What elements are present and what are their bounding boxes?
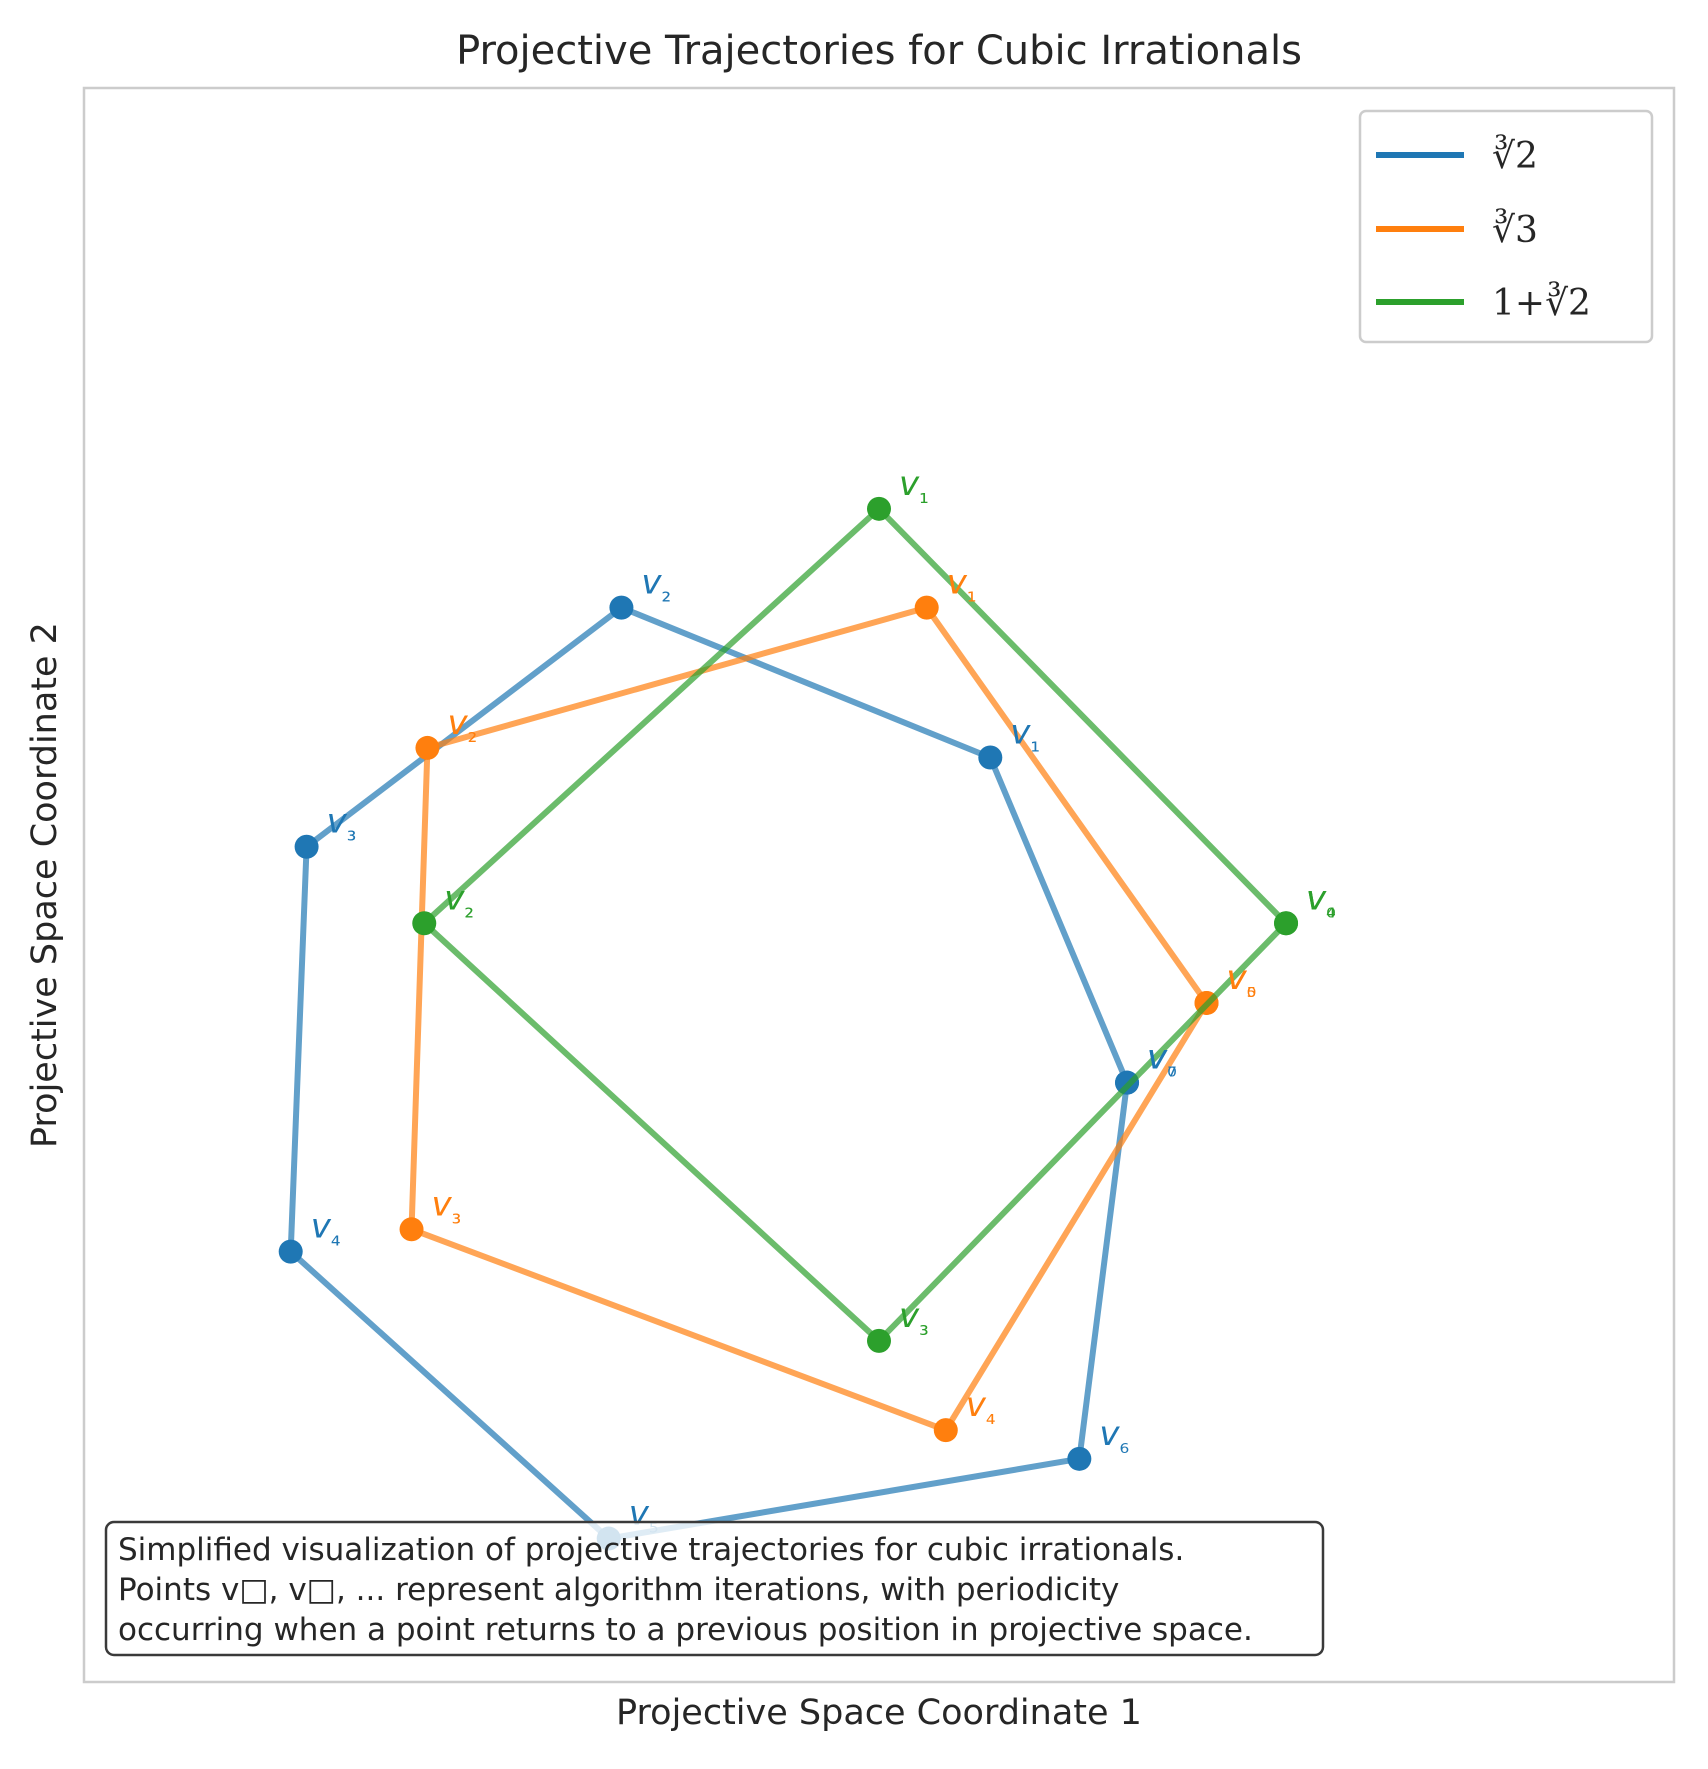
data-point-cbrt2-2 [609, 595, 634, 620]
point-label-cbrt2-7: v₇ [1147, 1038, 1177, 1083]
point-label-cbrt2-6: v₆ [1099, 1414, 1129, 1459]
point-label-1-plus-cbrt2-3: v₃ [899, 1296, 929, 1341]
point-label-layer: v₀v₁v₂v₃v₄v₅v₆v₇v₀v₁v₂v₃v₄v₅v₀v₁v₂v₃v₄ [311, 464, 1336, 1539]
point-label-cbrt2-1: v₁ [1010, 712, 1040, 757]
x-axis-label: Projective Space Coordinate 1 [616, 1693, 1142, 1733]
data-point-1-plus-cbrt2-3 [867, 1328, 891, 1353]
point-label-cbrt3-0: v₀ [1227, 958, 1257, 1003]
y-axis-label: Projective Space Coordinate 2 [25, 622, 65, 1148]
series-line-1-plus-cbrt2 [421, 505, 1289, 1344]
series-1-plus-cbrt2 [412, 496, 1299, 1353]
annotation-line-2: Points v□, v□, ... represent algorithm i… [118, 1572, 1119, 1608]
data-point-cbrt3-2 [415, 735, 440, 760]
annotation-box: Simplified visualization of projective t… [104, 1520, 1325, 1657]
annotation-line-3: occurring when a point returns to a prev… [118, 1612, 1253, 1648]
series-line-cbrt3 [408, 604, 1210, 1434]
point-label-1-plus-cbrt2-2: v₂ [444, 878, 474, 923]
point-label-cbrt2-2: v₂ [641, 563, 671, 608]
point-label-cbrt3-5: v₅ [1227, 958, 1257, 1003]
point-label-cbrt2-0: v₀ [1147, 1038, 1177, 1083]
legend: ∛2 ∛3 1+∛2 [1358, 109, 1654, 344]
point-label-cbrt3-2: v₂ [447, 703, 477, 748]
data-point-1-plus-cbrt2-1 [867, 496, 891, 521]
point-label-cbrt3-1: v₁ [947, 563, 977, 608]
data-point-cbrt2-6 [1067, 1446, 1092, 1471]
data-point-cbrt2-4 [278, 1239, 303, 1264]
point-label-cbrt2-4: v₄ [311, 1207, 341, 1252]
point-label-cbrt3-4: v₄ [966, 1385, 996, 1430]
data-point-cbrt3-1 [914, 595, 939, 620]
legend-label-cbrt3: ∛3 [1492, 208, 1538, 251]
legend-box [1358, 109, 1654, 344]
series-line-cbrt2 [287, 604, 1131, 1542]
data-point-cbrt3-3 [399, 1217, 424, 1242]
legend-label-cbrt2: ∛2 [1492, 134, 1538, 177]
point-label-cbrt2-3: v₃ [327, 802, 357, 847]
series-layer [278, 496, 1299, 1551]
annotation-line-1: Simplified visualization of projective t… [118, 1532, 1184, 1568]
data-point-cbrt3-4 [933, 1418, 958, 1443]
chart-title: Projective Trajectories for Cubic Irrati… [456, 28, 1302, 74]
data-point-1-plus-cbrt2-2 [412, 911, 437, 936]
legend-label-1-plus-cbrt2: 1+∛2 [1492, 281, 1591, 324]
plot-frame [82, 86, 1676, 1684]
data-point-1-plus-cbrt2-4 [1274, 911, 1299, 936]
point-label-1-plus-cbrt2-4: v₄ [1306, 878, 1336, 923]
annotation-frame [104, 1520, 1325, 1657]
point-label-cbrt3-3: v₃ [432, 1184, 462, 1229]
point-label-1-plus-cbrt2-0: v₀ [1306, 878, 1336, 923]
point-label-1-plus-cbrt2-1: v₁ [899, 464, 929, 509]
data-point-cbrt2-1 [978, 745, 1003, 770]
data-point-cbrt2-3 [294, 834, 319, 859]
